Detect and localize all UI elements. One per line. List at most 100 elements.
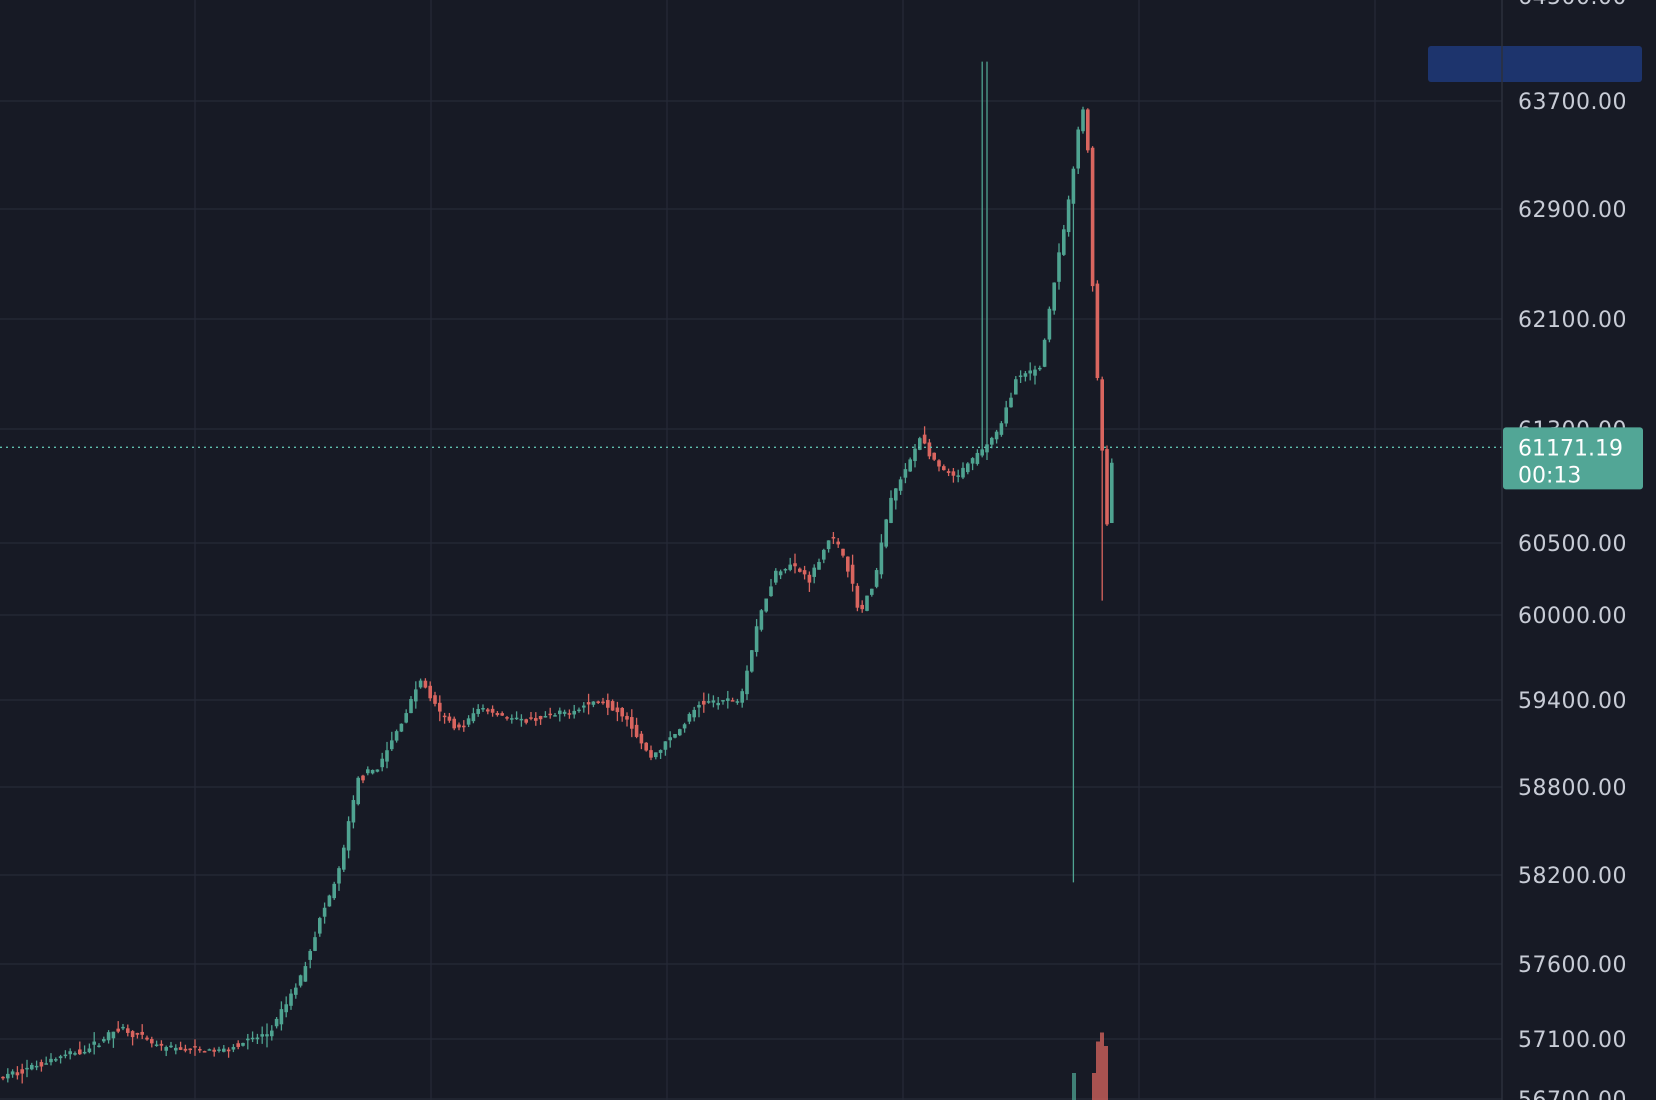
- candle: [1100, 376, 1104, 601]
- candle-body: [889, 497, 893, 523]
- candle-body: [817, 561, 821, 570]
- candle-body: [111, 1031, 116, 1039]
- candle-body: [260, 1034, 264, 1037]
- candle-body: [625, 715, 629, 720]
- candle-body: [447, 716, 452, 721]
- candle-body: [198, 1048, 202, 1051]
- candle: [966, 462, 970, 475]
- candle: [937, 459, 941, 472]
- candle-body: [495, 713, 500, 716]
- candle-body: [140, 1031, 144, 1035]
- candle: [903, 463, 908, 484]
- candle: [486, 707, 490, 715]
- candle-body: [994, 431, 999, 440]
- candle-body: [25, 1067, 29, 1070]
- candle: [327, 894, 332, 907]
- volume-bar: [1104, 1046, 1108, 1100]
- candle: [567, 709, 572, 719]
- y-tick-label: 60000.00: [1518, 604, 1627, 629]
- candle: [836, 538, 840, 548]
- candle-body: [937, 460, 941, 467]
- candle: [663, 741, 668, 756]
- candle: [586, 693, 591, 715]
- candle-body: [390, 740, 394, 750]
- candle: [92, 1032, 96, 1055]
- candle-body: [548, 713, 552, 716]
- candle: [346, 816, 351, 859]
- candle: [394, 729, 399, 743]
- candle-body: [226, 1049, 231, 1052]
- candle-body: [841, 548, 845, 556]
- candle-body: [481, 707, 485, 710]
- candle-body: [217, 1049, 221, 1051]
- candle-body: [1062, 229, 1066, 255]
- candle: [481, 704, 485, 712]
- candle-body: [308, 950, 312, 960]
- candle: [726, 690, 730, 709]
- candle: [524, 718, 528, 725]
- candle: [1090, 146, 1095, 292]
- volume-bar: [1092, 1073, 1096, 1100]
- candle: [529, 711, 533, 721]
- candle-body: [682, 724, 687, 729]
- candle: [634, 717, 639, 739]
- candle-body: [961, 467, 965, 478]
- candle: [841, 548, 845, 558]
- candle: [207, 1048, 212, 1051]
- volume-bar: [1100, 1032, 1104, 1100]
- candle: [735, 698, 740, 705]
- candle-body: [1076, 129, 1080, 169]
- candle-body: [106, 1032, 111, 1041]
- candle: [932, 452, 936, 461]
- candle: [687, 712, 692, 725]
- candle: [582, 702, 586, 713]
- candle-body: [169, 1045, 173, 1048]
- candle-body: [553, 715, 557, 717]
- candle-body: [946, 471, 951, 473]
- candle-body: [49, 1058, 53, 1063]
- candle: [39, 1059, 44, 1072]
- candle: [596, 700, 600, 704]
- candle: [778, 569, 783, 580]
- candle: [178, 1041, 183, 1051]
- candle-body: [759, 610, 764, 630]
- candle-body: [898, 479, 903, 491]
- candle-body: [879, 542, 884, 575]
- candle: [1023, 371, 1028, 382]
- candle-body: [783, 569, 788, 571]
- candle-body: [644, 742, 648, 751]
- candle-body: [980, 449, 984, 456]
- candle-body: [1105, 449, 1109, 525]
- price-axis[interactable]: 64500.0063700.0062900.0062100.0061300.00…: [1518, 0, 1627, 1100]
- candle-body: [639, 733, 644, 744]
- candle-body: [822, 549, 826, 560]
- candle-body: [92, 1041, 96, 1045]
- candle-body: [178, 1047, 183, 1050]
- candle: [414, 681, 418, 709]
- candle-body: [687, 714, 692, 722]
- candle: [198, 1046, 202, 1053]
- candle-body: [462, 725, 466, 728]
- candle-body: [1090, 147, 1095, 287]
- candle-body: [802, 570, 807, 575]
- candle-body: [409, 699, 413, 714]
- candle-body: [399, 723, 404, 732]
- candle-body: [870, 588, 874, 595]
- candle: [1028, 362, 1032, 381]
- candle: [1076, 126, 1080, 175]
- candle: [702, 692, 706, 713]
- candle-body: [706, 701, 711, 703]
- candle-body: [975, 452, 980, 464]
- candle: [538, 715, 543, 725]
- candle: [10, 1069, 15, 1078]
- candle: [63, 1050, 68, 1059]
- candle-body: [351, 800, 356, 823]
- candle: [946, 468, 951, 477]
- candle-body: [1052, 282, 1056, 311]
- candle-body: [673, 733, 677, 738]
- candle-body: [1014, 379, 1018, 395]
- candle: [265, 1023, 269, 1048]
- candle-body: [1095, 283, 1100, 378]
